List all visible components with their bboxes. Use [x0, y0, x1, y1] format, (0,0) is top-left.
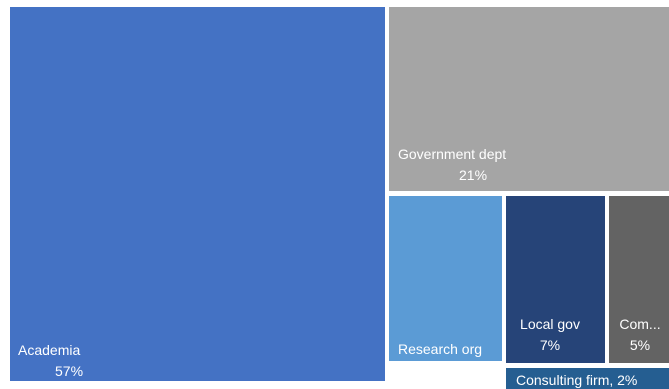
tile-value-local-gov: 7%	[540, 337, 560, 353]
tile-label-research-org: Research org	[398, 341, 482, 357]
tile-value-research-org: 9%	[445, 362, 465, 378]
tile-rect-research-org	[389, 196, 502, 361]
tile-value-com: 5%	[630, 337, 650, 353]
tile-research-org: Research org 9%	[389, 196, 502, 378]
tile-consulting-firm: Consulting firm, 2%	[506, 368, 669, 389]
tile-value-government-dept: 21%	[459, 167, 487, 183]
tile-com: Com... 5%	[609, 196, 669, 363]
tile-label-com: Com...	[619, 316, 660, 332]
tile-local-gov: Local gov 7%	[506, 196, 605, 363]
tile-rect-local-gov	[506, 196, 605, 363]
tile-label-government-dept: Government dept	[398, 146, 506, 162]
tile-label-local-gov: Local gov	[520, 316, 580, 332]
tile-rect-academia	[10, 7, 385, 381]
tile-label-academia: Academia	[18, 342, 80, 358]
tile-rect-com	[609, 196, 669, 363]
tile-government-dept: Government dept 21%	[389, 7, 669, 191]
tile-value-academia: 57%	[55, 363, 83, 379]
tile-academia: Academia 57%	[10, 7, 385, 381]
tile-label-consulting-firm: Consulting firm, 2%	[516, 372, 637, 388]
tile-rect-government-dept	[389, 7, 669, 191]
tile-rect-consulting-firm	[506, 368, 669, 389]
